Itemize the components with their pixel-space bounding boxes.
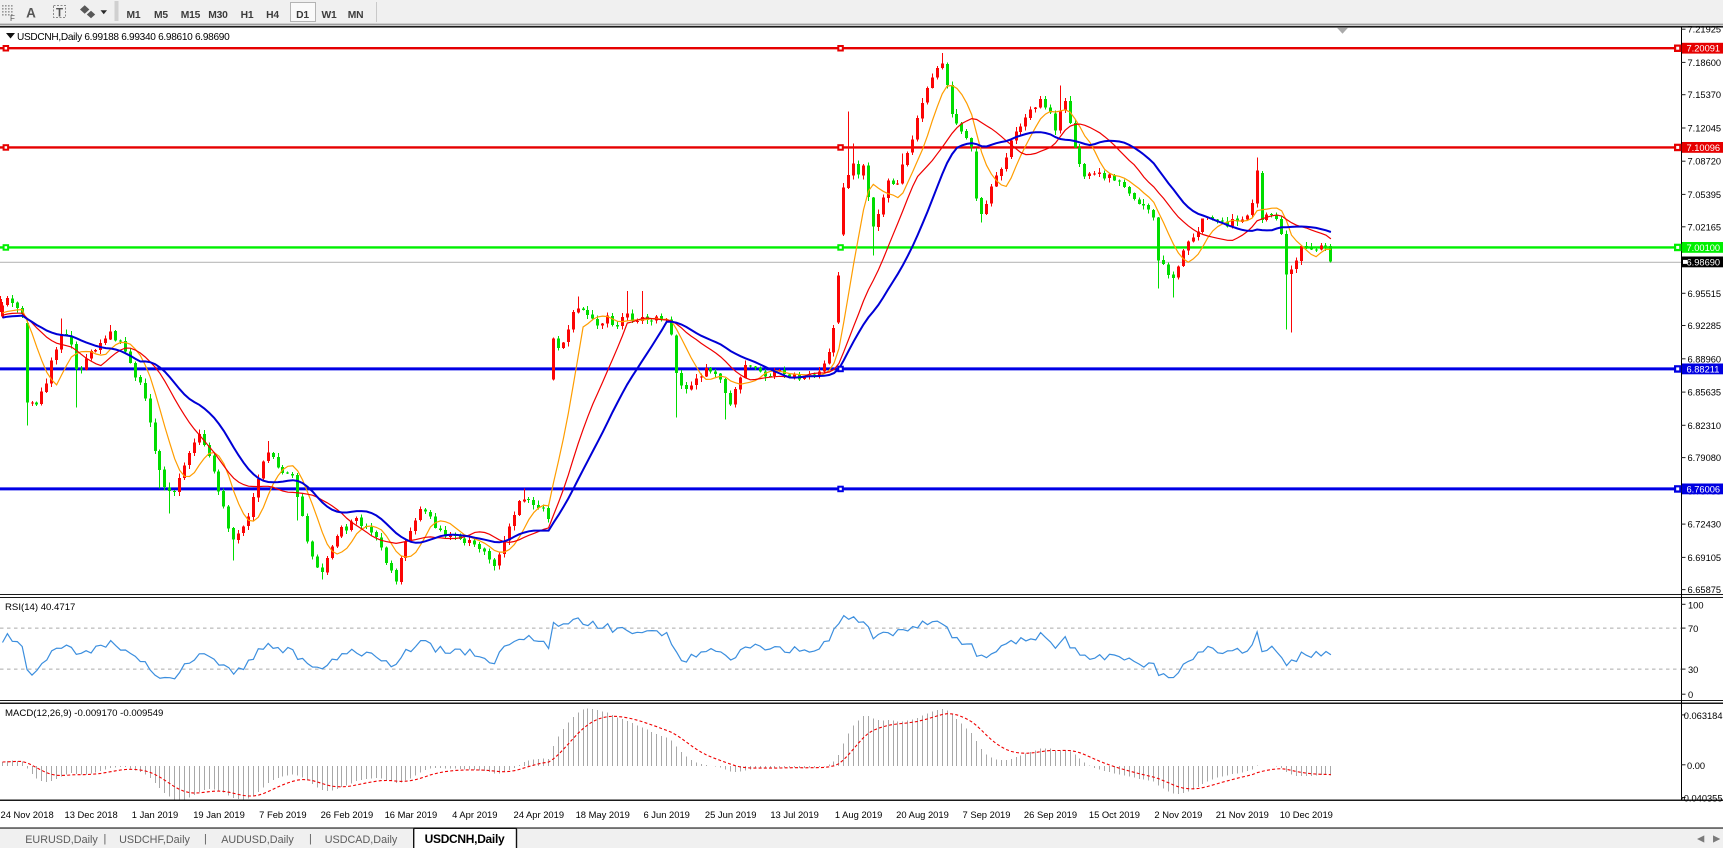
svg-text:M15: M15 [181,10,201,21]
svg-text:6.82310: 6.82310 [1688,421,1722,431]
svg-text:◀: ◀ [1697,834,1705,845]
svg-text:T: T [56,8,63,20]
svg-text:6.65875: 6.65875 [1688,585,1722,595]
svg-text:24 Nov 2018: 24 Nov 2018 [1,809,54,820]
svg-text:7.15370: 7.15370 [1688,90,1722,100]
svg-text:W1: W1 [321,10,337,21]
svg-text:M1: M1 [127,10,141,21]
svg-text:6.69105: 6.69105 [1688,553,1722,563]
svg-text:M30: M30 [208,10,228,21]
svg-text:7.21925: 7.21925 [1688,25,1722,35]
svg-text:6.95515: 6.95515 [1688,289,1722,299]
svg-text:USDCNH,Daily: USDCNH,Daily [425,832,505,846]
svg-text:7.20091: 7.20091 [1687,44,1721,54]
svg-text:|: | [309,833,312,845]
svg-text:10 Dec 2019: 10 Dec 2019 [1280,809,1333,820]
svg-text:-0.040355: -0.040355 [1681,794,1723,804]
svg-text:7.10096: 7.10096 [1687,143,1721,153]
svg-text:AUDUSD,Daily: AUDUSD,Daily [221,834,294,846]
svg-text:18 May 2019: 18 May 2019 [576,809,630,820]
svg-text:6.88960: 6.88960 [1688,354,1722,364]
svg-text:6.92285: 6.92285 [1688,321,1722,331]
svg-text:4 Apr 2019: 4 Apr 2019 [452,809,497,820]
svg-text:D1: D1 [296,10,309,21]
svg-text:16 Mar 2019: 16 Mar 2019 [385,809,438,820]
svg-text:6.72430: 6.72430 [1688,520,1722,530]
svg-text:6.98690: 6.98690 [1687,257,1721,267]
svg-text:26 Feb 2019: 26 Feb 2019 [321,809,374,820]
svg-text:▶: ▶ [1713,834,1721,845]
svg-text:7.05395: 7.05395 [1688,190,1722,200]
svg-text:7.18600: 7.18600 [1688,58,1722,68]
svg-text:USDCNH,Daily 6.99188 6.99340: USDCNH,Daily 6.99188 6.99340 6.98610 6.9… [17,32,230,43]
svg-text:100: 100 [1688,600,1704,610]
svg-text:0.063184: 0.063184 [1684,711,1723,721]
svg-text:RSI(14) 40.4717: RSI(14) 40.4717 [5,602,75,613]
svg-text:6.79080: 6.79080 [1688,453,1722,463]
svg-text:6.76006: 6.76006 [1687,484,1721,494]
svg-text:0: 0 [1688,690,1693,700]
svg-text:7 Sep 2019: 7 Sep 2019 [963,809,1011,820]
svg-text:20 Aug 2019: 20 Aug 2019 [896,809,949,820]
svg-text:H1: H1 [241,10,254,21]
svg-text:USDCAD,Daily: USDCAD,Daily [325,834,398,846]
svg-text:26 Sep 2019: 26 Sep 2019 [1024,809,1077,820]
svg-text:7 Feb 2019: 7 Feb 2019 [259,809,306,820]
svg-text:19 Jan 2019: 19 Jan 2019 [193,809,245,820]
svg-text:MACD(12,26,9) -0.009170 -0.009: MACD(12,26,9) -0.009170 -0.009549 [5,708,163,719]
svg-text:2 Nov 2019: 2 Nov 2019 [1154,809,1202,820]
svg-text:13 Jul 2019: 13 Jul 2019 [770,809,818,820]
svg-text:25 Jun 2019: 25 Jun 2019 [705,809,757,820]
svg-text:0.00: 0.00 [1687,761,1705,771]
svg-text:7.00100: 7.00100 [1687,243,1721,253]
svg-text:7.12045: 7.12045 [1688,124,1722,134]
svg-text:|: | [104,833,107,845]
svg-text:6 Jun 2019: 6 Jun 2019 [643,809,689,820]
svg-text:13 Dec 2018: 13 Dec 2018 [65,809,118,820]
svg-text:24 Apr 2019: 24 Apr 2019 [514,809,565,820]
svg-text:70: 70 [1688,624,1698,634]
svg-text:H4: H4 [266,10,279,21]
svg-text:30: 30 [1688,665,1698,675]
svg-text:15 Oct 2019: 15 Oct 2019 [1089,809,1140,820]
svg-text:7.08720: 7.08720 [1688,157,1722,167]
svg-text:EURUSD,Daily: EURUSD,Daily [25,834,98,846]
svg-text:USDCHF,Daily: USDCHF,Daily [119,834,190,846]
svg-text:7.02165: 7.02165 [1688,222,1722,232]
svg-text:1 Aug 2019: 1 Aug 2019 [835,809,882,820]
svg-text:21 Nov 2019: 21 Nov 2019 [1216,809,1269,820]
svg-text:F: F [10,14,15,23]
svg-text:A: A [26,6,36,21]
svg-text:M5: M5 [154,10,168,21]
svg-text:6.85635: 6.85635 [1688,388,1722,398]
svg-text:MN: MN [348,10,364,21]
svg-text:|: | [204,833,207,845]
svg-text:6.88211: 6.88211 [1687,364,1720,374]
svg-text:1 Jan 2019: 1 Jan 2019 [132,809,178,820]
